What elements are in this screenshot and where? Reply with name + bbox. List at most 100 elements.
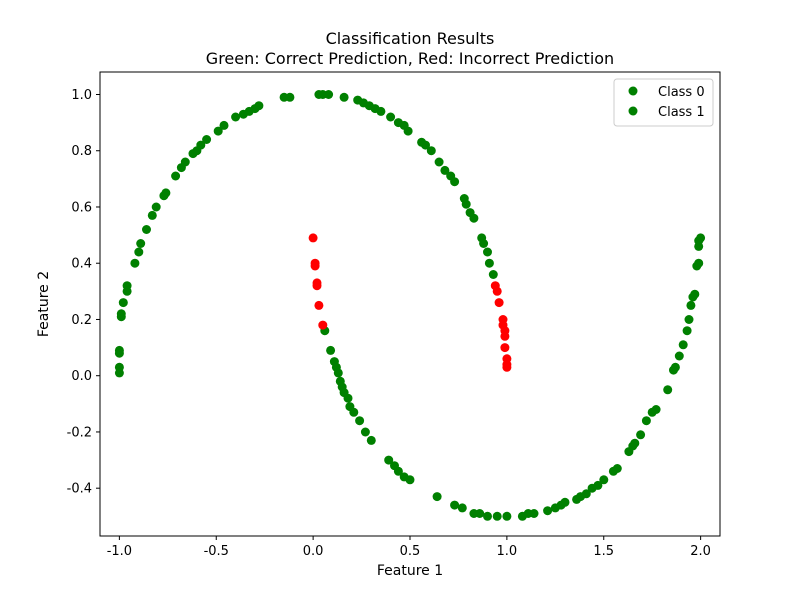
class-0-point-incorrect [500,331,510,341]
class-0-point-correct [285,92,295,102]
legend-label-class-0: Class 0 [658,85,705,100]
class-1-point-correct [343,393,353,403]
class-0-point-correct [339,92,349,102]
class-0-point-correct [114,362,124,372]
class-0-point-correct [254,101,264,111]
class-1-point-correct [674,351,684,361]
class-0-point-correct [219,120,229,130]
y-tick-label: -0.2 [67,425,92,440]
class-1-point-correct [682,326,692,336]
class-1-point-incorrect [310,258,320,268]
y-tick-label: 0.6 [71,200,92,215]
class-1-point-correct [663,385,673,395]
class-1-point-correct [636,430,646,440]
x-axis-label: Feature 1 [377,563,443,579]
class-0-point-correct [434,157,444,167]
class-1-point-correct [612,464,622,473]
class-1-point-correct [543,506,553,516]
data-points [114,90,706,521]
chart-subtitle: Green: Correct Prediction, Red: Incorrec… [206,49,614,68]
class-1-point-correct [670,362,680,372]
class-1-point-correct [483,511,492,521]
class-0-point-correct [450,177,460,187]
class-1-point-correct [349,407,359,417]
class-1-point-correct [686,300,696,310]
legend: Class 0 Class 1 [613,78,714,127]
class-0-point-correct [403,126,413,136]
x-tick-label: 1.5 [593,544,614,559]
class-1-point-correct [492,511,502,521]
class-1-point-incorrect [314,300,324,310]
class-0-point-correct [484,258,494,268]
class-1-point-correct [450,500,460,510]
class-1-point-correct [457,503,467,513]
class-0-point-correct [479,239,489,248]
class-0-point-correct [122,281,132,291]
class-1-point-correct [630,438,640,448]
class-1-point-correct [502,511,512,521]
class-0-point-correct [213,126,223,136]
class-1-point-correct [696,233,706,243]
class-1-point-correct [678,340,688,350]
class-1-point-correct [355,416,365,426]
class-1-point-correct [694,258,704,268]
y-tick-label: 0.8 [71,144,92,159]
class-1-point-correct [432,492,442,502]
x-tick-label: 1.0 [497,544,518,559]
class-1-point-correct [405,475,415,485]
class-0-point-correct [202,135,212,144]
class-0-point-correct [440,165,450,175]
y-tick-label: 0.4 [71,257,92,272]
class-0-point-correct [180,157,190,167]
class-0-point-correct [161,188,171,198]
class-1-point-correct [360,427,370,437]
class-1-point-correct [581,489,591,499]
class-0-point-incorrect [500,343,510,353]
class-1-point-incorrect [308,233,318,243]
class-1-point-correct [599,475,609,485]
plot-frame [99,71,721,537]
y-tick-label: 1.0 [71,88,92,103]
class-1-point-correct [384,455,394,465]
class-1-point-correct [690,289,700,299]
class-0-point-correct [136,239,146,248]
class-0-point-correct [386,112,396,122]
class-0-point-correct [196,140,206,150]
x-tick-label: 0.5 [400,544,421,559]
y-axis-label: Feature 2 [36,271,52,337]
class-1-point-correct [593,480,603,490]
class-0-point-correct [426,146,436,156]
class-0-point-correct [483,247,492,257]
y-axis-ticks: -0.4 -0.2 0.0 0.2 0.4 0.6 0.8 1.0 [67,88,100,497]
class-0-point-correct [376,106,386,116]
class-1-point-incorrect [312,281,322,291]
x-tick-label: -0.5 [204,544,229,559]
class-1-point-correct [651,405,661,414]
class-1-point-correct [333,368,343,378]
class-0-point-correct [114,345,124,355]
class-1-point-correct [641,416,651,426]
x-tick-label: -1.0 [107,544,132,559]
x-tick-label: 0.0 [303,544,324,559]
legend-label-class-1: Class 1 [658,105,705,120]
class-0-point-correct [130,258,140,268]
class-0-point-correct [171,171,181,181]
chart-title: Classification Results [326,29,495,48]
class-0-point-correct [151,202,161,212]
y-tick-label: 0.0 [71,369,92,384]
y-tick-label: -0.4 [67,482,92,497]
class-0-point-correct [147,210,157,220]
class-1-point-correct [560,497,570,507]
class-1-point-correct [366,435,376,445]
x-tick-label: 2.0 [690,544,711,559]
x-axis-ticks: -1.0 -0.5 0.0 0.5 1.0 1.5 2.0 [107,536,711,559]
class-0-point-correct [134,247,144,257]
legend-marker-class-0 [628,86,638,96]
class-0-point-correct [118,298,128,308]
legend-box [613,78,714,127]
class-1-point-correct [393,466,403,476]
y-tick-label: 0.2 [71,313,92,328]
class-0-point-correct [231,112,241,122]
class-0-point-incorrect [494,298,504,308]
